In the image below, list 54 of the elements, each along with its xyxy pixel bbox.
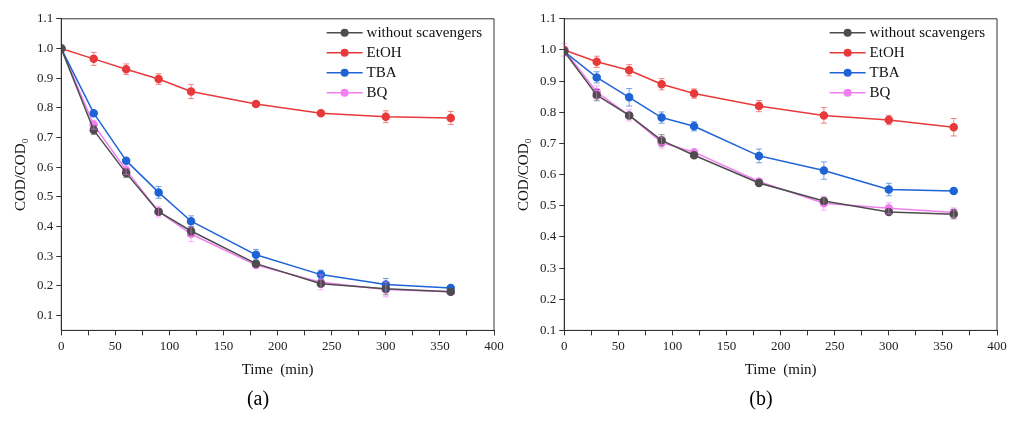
x-tick-label: 50 bbox=[611, 337, 625, 353]
x-tick-label: 100 bbox=[662, 337, 683, 353]
y-tick-label: 1.0 bbox=[37, 39, 54, 55]
x-tick-label: 400 bbox=[987, 337, 1007, 353]
y-axis-title: COD/COD₀ bbox=[514, 138, 531, 211]
x-tick-label: 350 bbox=[933, 337, 953, 353]
legend-label: EtOH bbox=[366, 43, 402, 60]
x-tick-label: 150 bbox=[716, 337, 737, 353]
x-tick-label: 100 bbox=[159, 337, 180, 353]
x-tick-label: 200 bbox=[267, 337, 288, 353]
y-tick-label: 0.8 bbox=[37, 99, 54, 115]
x-tick-label: 0 bbox=[561, 337, 568, 353]
y-tick-label: 1.1 bbox=[540, 10, 557, 26]
legend-label: without scavengers bbox=[366, 23, 483, 40]
legend-label: BQ bbox=[869, 83, 891, 100]
y-tick-label: 0.7 bbox=[37, 128, 54, 144]
legend-label: TBA bbox=[366, 63, 397, 80]
legend-label: TBA bbox=[869, 63, 900, 80]
y-tick-label: 0.2 bbox=[37, 277, 54, 293]
y-tick-label: 0.3 bbox=[540, 259, 557, 275]
y-tick-label: 0.3 bbox=[37, 247, 54, 263]
x-axis-title: Time (min) bbox=[241, 360, 314, 378]
y-tick-label: 0.6 bbox=[540, 166, 557, 182]
x-tick-label: 300 bbox=[376, 337, 396, 353]
y-tick-label: 1.0 bbox=[540, 41, 557, 57]
y-tick-label: 0.1 bbox=[37, 306, 54, 322]
x-tick-label: 300 bbox=[879, 337, 899, 353]
y-tick-label: 0.8 bbox=[540, 103, 557, 119]
y-tick-label: 0.4 bbox=[37, 217, 54, 233]
x-tick-label: 200 bbox=[770, 337, 791, 353]
y-tick-label: 0.4 bbox=[540, 228, 557, 244]
y-tick-label: 0.6 bbox=[37, 158, 54, 174]
y-tick-label: 0.5 bbox=[540, 197, 557, 213]
legend-label: without scavengers bbox=[869, 23, 986, 40]
y-axis-title: COD/COD₀ bbox=[11, 138, 28, 211]
x-tick-label: 400 bbox=[484, 337, 504, 353]
legend-label: BQ bbox=[366, 83, 388, 100]
x-tick-label: 0 bbox=[58, 337, 65, 353]
x-tick-label: 50 bbox=[108, 337, 122, 353]
y-tick-label: 0.5 bbox=[37, 188, 54, 204]
x-tick-label: 250 bbox=[824, 337, 845, 353]
y-tick-label: 1.1 bbox=[37, 10, 54, 26]
x-tick-label: 150 bbox=[213, 337, 234, 353]
x-tick-label: 350 bbox=[430, 337, 450, 353]
y-tick-label: 0.1 bbox=[540, 321, 557, 337]
y-tick-label: 0.9 bbox=[37, 69, 54, 85]
y-tick-label: 0.7 bbox=[540, 134, 557, 150]
x-tick-label: 250 bbox=[321, 337, 342, 353]
x-axis-title: Time (min) bbox=[744, 360, 817, 378]
legend-label: EtOH bbox=[869, 43, 905, 60]
y-tick-label: 0.9 bbox=[540, 72, 557, 88]
text: (b) bbox=[748, 387, 774, 410]
text: (a) bbox=[245, 387, 271, 410]
y-tick-label: 0.2 bbox=[540, 290, 557, 306]
